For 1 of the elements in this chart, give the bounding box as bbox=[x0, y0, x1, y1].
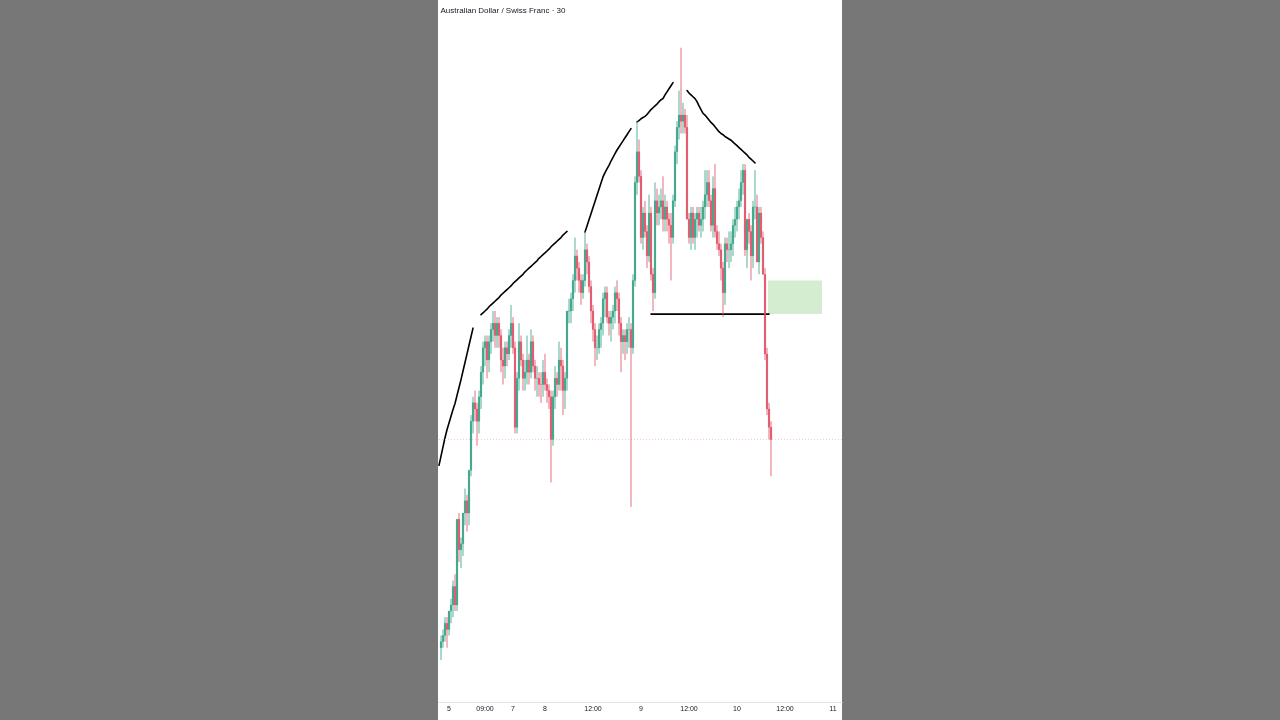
chart-title: Australian Dollar / Swiss Franc · 30 bbox=[440, 6, 566, 15]
